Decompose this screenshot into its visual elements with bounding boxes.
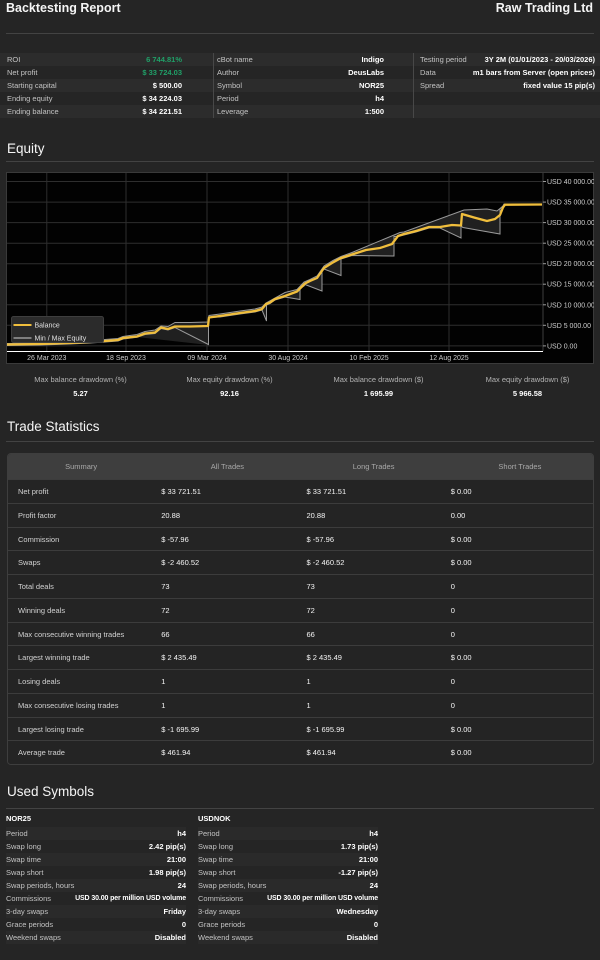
svg-text:USD 5 000.00: USD 5 000.00 <box>547 323 591 330</box>
svg-text:12 Aug 2025: 12 Aug 2025 <box>429 355 468 362</box>
svg-text:USD 25 000.00: USD 25 000.00 <box>547 241 594 248</box>
svg-text:USD 30 000.00: USD 30 000.00 <box>547 220 594 227</box>
svg-text:26 Mar 2023: 26 Mar 2023 <box>27 355 66 362</box>
svg-text:USD 10 000.00: USD 10 000.00 <box>547 302 594 309</box>
svg-text:10 Feb 2025: 10 Feb 2025 <box>349 355 388 362</box>
svg-text:USD 35 000.00: USD 35 000.00 <box>547 200 594 207</box>
svg-text:Min / Max Equity: Min / Max Equity <box>35 336 87 343</box>
svg-text:USD 40 000.00: USD 40 000.00 <box>547 179 594 186</box>
svg-text:USD 15 000.00: USD 15 000.00 <box>547 282 594 289</box>
svg-text:09 Mar 2024: 09 Mar 2024 <box>187 355 226 362</box>
svg-text:Balance: Balance <box>35 323 60 330</box>
svg-text:USD 0.00: USD 0.00 <box>547 343 577 350</box>
svg-text:30 Aug 2024: 30 Aug 2024 <box>268 355 307 362</box>
svg-text:18 Sep 2023: 18 Sep 2023 <box>106 355 146 362</box>
svg-text:USD 20 000.00: USD 20 000.00 <box>547 261 594 268</box>
